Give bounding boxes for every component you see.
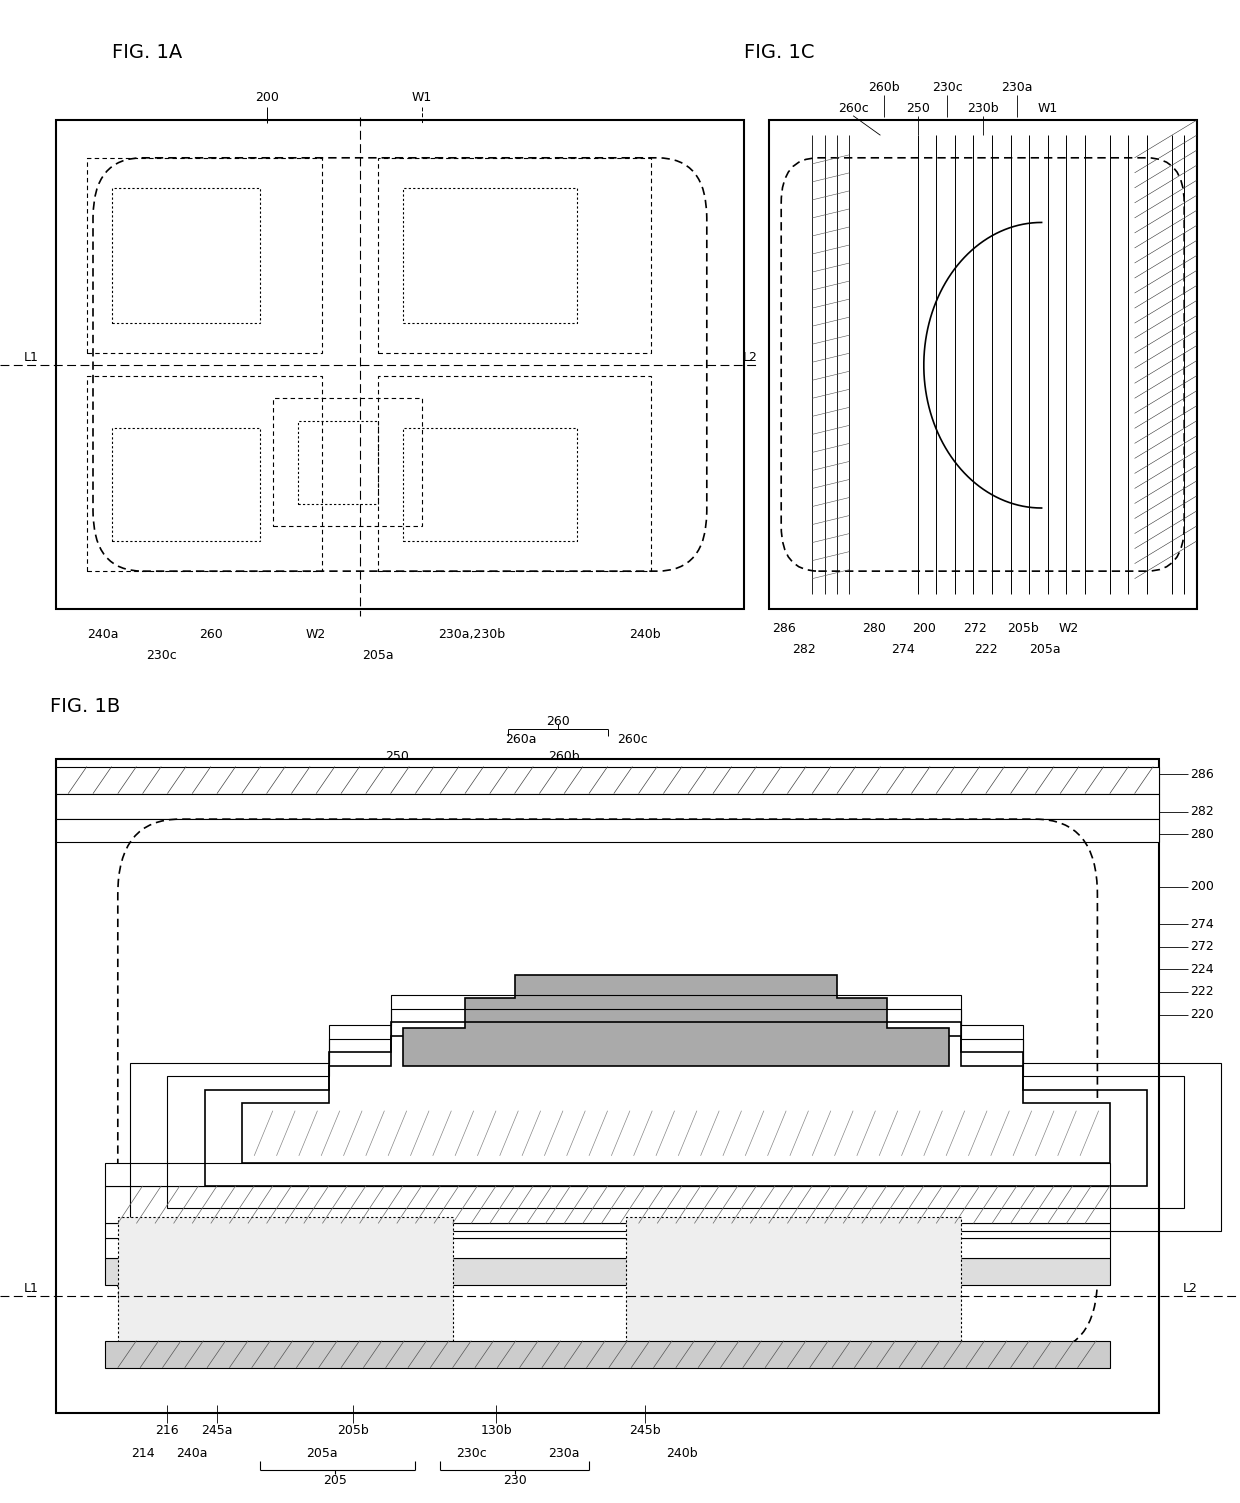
Text: W2: W2 <box>1059 622 1079 634</box>
Text: 200: 200 <box>254 92 279 104</box>
Text: 214: 214 <box>130 1447 155 1459</box>
Bar <box>105 1223 1110 1238</box>
Text: FIG. 1B: FIG. 1B <box>50 697 120 715</box>
Text: 280: 280 <box>1190 828 1214 840</box>
Text: 240a: 240a <box>176 1447 208 1459</box>
Bar <box>56 819 1159 842</box>
Polygon shape <box>403 975 949 1066</box>
Text: L2: L2 <box>1183 1282 1198 1294</box>
Bar <box>105 1341 1110 1368</box>
Text: 205a: 205a <box>362 649 394 661</box>
Bar <box>87 376 322 571</box>
Text: 222: 222 <box>1190 986 1214 998</box>
Text: 250: 250 <box>905 102 930 114</box>
Bar <box>769 120 1197 609</box>
Text: 240b: 240b <box>666 1447 698 1459</box>
Text: 260: 260 <box>546 715 570 727</box>
Text: W1: W1 <box>1038 102 1058 114</box>
Text: 230b: 230b <box>967 102 999 114</box>
Text: 216: 216 <box>155 1425 180 1437</box>
Bar <box>56 767 1159 794</box>
Text: 274: 274 <box>1190 918 1214 930</box>
Bar <box>105 1163 1110 1186</box>
Bar <box>105 1238 1110 1258</box>
Text: W2: W2 <box>306 628 326 640</box>
Text: 260b: 260b <box>868 81 900 93</box>
Text: 260b: 260b <box>548 750 580 762</box>
Text: 230a: 230a <box>1001 81 1033 93</box>
Text: 230c: 230c <box>146 649 176 661</box>
Bar <box>112 428 260 541</box>
Text: 130b: 130b <box>480 1425 512 1437</box>
Bar <box>403 188 577 323</box>
Text: 224: 224 <box>1190 963 1214 975</box>
Text: 286: 286 <box>1190 768 1214 780</box>
Bar <box>56 794 1159 819</box>
Text: 272: 272 <box>962 622 987 634</box>
Text: 250: 250 <box>384 750 409 762</box>
Text: 260c: 260c <box>618 733 647 745</box>
Text: 240a: 240a <box>87 628 119 640</box>
Text: FIG. 1C: FIG. 1C <box>744 44 815 62</box>
Polygon shape <box>242 1036 1110 1163</box>
Text: 245a: 245a <box>201 1425 233 1437</box>
Text: 282: 282 <box>1190 806 1214 818</box>
Text: 230c: 230c <box>932 81 962 93</box>
Text: 272: 272 <box>1190 941 1214 953</box>
Text: 282: 282 <box>791 643 816 655</box>
Text: 222: 222 <box>973 643 998 655</box>
Text: 260: 260 <box>198 628 223 640</box>
Text: 230c: 230c <box>456 1447 486 1459</box>
Text: 230a,230b: 230a,230b <box>438 628 505 640</box>
Text: 205b: 205b <box>337 1425 370 1437</box>
Text: 260a: 260a <box>505 733 537 745</box>
Text: 205a: 205a <box>306 1447 339 1459</box>
Text: 274: 274 <box>890 643 915 655</box>
Bar <box>112 188 260 323</box>
Text: 240b: 240b <box>629 628 661 640</box>
Bar <box>105 1186 1110 1223</box>
Bar <box>105 1258 1110 1285</box>
Text: 286: 286 <box>771 622 796 634</box>
Bar <box>626 1217 961 1353</box>
Bar <box>403 428 577 541</box>
Bar <box>273 398 422 526</box>
Bar <box>87 158 322 353</box>
Text: 205: 205 <box>322 1474 347 1486</box>
Text: L2: L2 <box>743 352 758 364</box>
Text: 245b: 245b <box>629 1425 661 1437</box>
Text: 260c: 260c <box>838 102 868 114</box>
Text: L1: L1 <box>24 352 38 364</box>
Text: L1: L1 <box>24 1282 38 1294</box>
Text: 200: 200 <box>911 622 936 634</box>
Text: 200: 200 <box>1190 881 1214 893</box>
Text: 205b: 205b <box>1007 622 1039 634</box>
Text: 230a: 230a <box>548 1447 580 1459</box>
Text: FIG. 1A: FIG. 1A <box>112 44 182 62</box>
Text: 205a: 205a <box>1029 643 1061 655</box>
Bar <box>56 120 744 609</box>
Text: 220: 220 <box>1190 1009 1214 1021</box>
Text: W1: W1 <box>412 92 432 104</box>
Bar <box>378 158 651 353</box>
Text: 280: 280 <box>862 622 887 634</box>
Bar <box>378 376 651 571</box>
Bar <box>118 1217 453 1353</box>
Bar <box>56 759 1159 1413</box>
Bar <box>298 421 378 504</box>
Text: 230: 230 <box>502 1474 527 1486</box>
